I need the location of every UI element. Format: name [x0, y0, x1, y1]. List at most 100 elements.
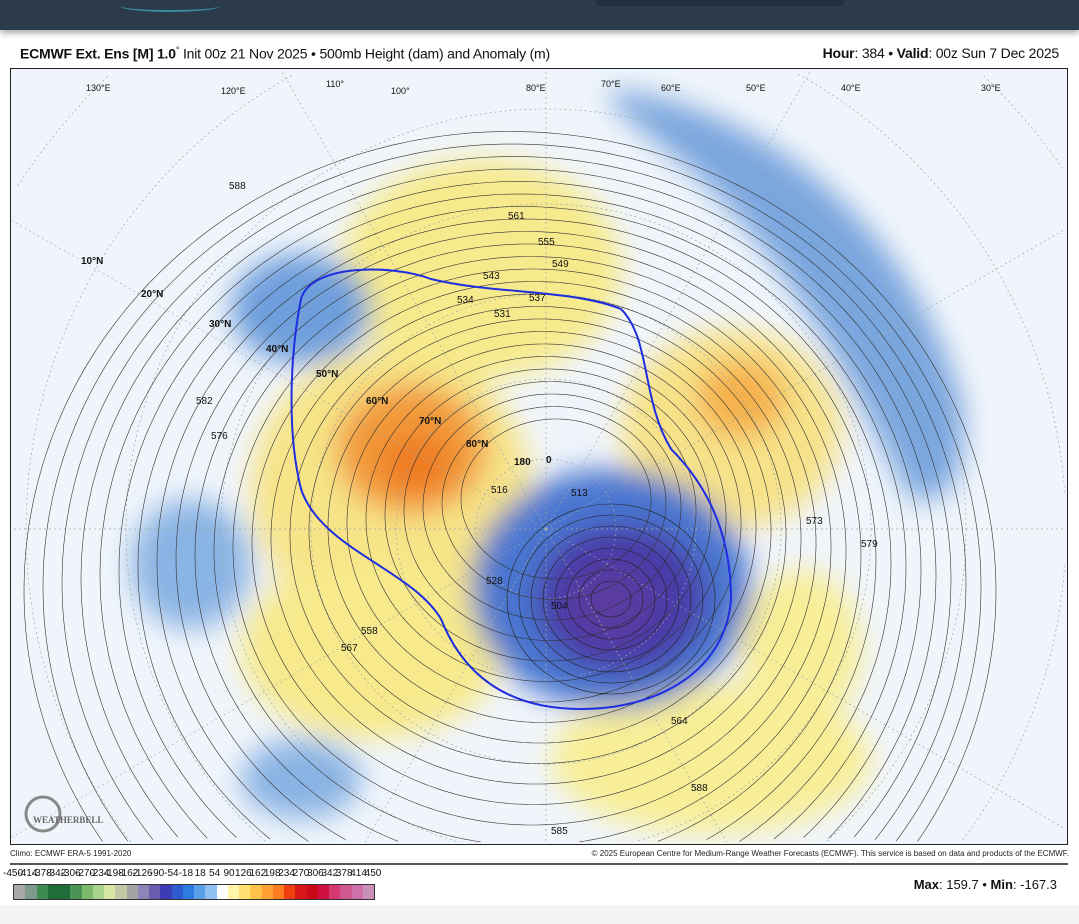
map-labels: 10°N 20°N 30°N 40°N 50°N 60°N 70°N 80°N 130°E 120…	[81, 79, 1001, 837]
low-contour	[518, 514, 704, 684]
latitude-label: 10°N	[81, 256, 103, 267]
latitude-circle	[220, 203, 872, 842]
contour-label: 558	[361, 626, 378, 637]
legend-swatch	[137, 885, 149, 899]
legend-tick: -18	[178, 868, 194, 879]
lat-lon-grid	[11, 69, 1066, 843]
app-logo[interactable]	[120, 0, 220, 12]
legend-swatch	[115, 885, 127, 899]
height-contour	[460, 418, 652, 580]
min-value: : -167.3	[1012, 877, 1057, 892]
legend-tick: 342	[321, 868, 339, 879]
latitude-label: 30°N	[209, 319, 231, 330]
legend-tick: -126	[132, 868, 153, 879]
search-bar[interactable]	[595, 0, 845, 6]
contour-label: 531	[494, 309, 511, 320]
low-contour	[578, 569, 644, 629]
legend-swatch	[239, 885, 251, 899]
max-label: Max	[913, 877, 939, 892]
contour-label: 543	[483, 271, 500, 282]
legend-swatch	[317, 885, 329, 899]
low-contour	[554, 547, 668, 651]
height-contour	[289, 306, 787, 764]
legend-swatch	[194, 885, 206, 899]
color-legend-bar	[13, 884, 375, 900]
latitude-label: 70°N	[419, 416, 441, 427]
longitude-label: 40°E	[841, 83, 861, 93]
low-contour	[590, 580, 632, 618]
legend-tick: -162	[118, 868, 139, 879]
legend-swatch	[216, 885, 228, 899]
legend-swatch	[36, 885, 48, 899]
contour-label: 516	[491, 485, 508, 496]
legend-tick: -90	[149, 868, 165, 879]
anomaly-negative	[131, 499, 251, 629]
height-contour	[175, 231, 877, 840]
legend-tick: 162	[249, 868, 267, 879]
model-title: ECMWF Ext. Ens [M] 1.0° Init 00z 21 Nov …	[20, 45, 550, 62]
height-contour	[327, 331, 757, 723]
legend-tick: 270	[292, 868, 310, 879]
legend-swatch	[329, 885, 341, 899]
legend-swatch	[272, 885, 284, 899]
map-canvas: 10°N 20°N 30°N 40°N 50°N 60°N 70°N 80°N 130°E 120…	[11, 69, 1066, 843]
contour-label: 567	[341, 643, 358, 654]
contour-label: 537	[529, 293, 546, 304]
app-top-bar	[0, 0, 1079, 30]
height-contour	[23, 131, 997, 842]
longitude-label: 120°E	[221, 86, 246, 96]
height-contour	[137, 206, 907, 840]
hour-value: : 384 •	[854, 45, 897, 61]
legend-swatch	[104, 885, 116, 899]
valid-info: Hour: 384 • Valid: 00z Sun 7 Dec 2025	[823, 45, 1060, 61]
legend-tick: -414	[17, 868, 38, 879]
longitude-label: 80°E	[526, 83, 546, 93]
height-contour	[251, 281, 817, 805]
min-label: Min	[990, 877, 1013, 892]
pole-label: 180	[514, 457, 531, 468]
height-contours	[23, 131, 997, 843]
max-value: : 159.7 •	[938, 877, 991, 892]
latitude-circle	[125, 108, 967, 842]
legend-tick: 18	[194, 868, 206, 879]
legend-tick-labels: -450 -414 -378 -342 -306 -270 -234 -198 -162 -126…	[3, 868, 381, 882]
legend-swatch	[70, 885, 82, 899]
bottom-strip	[0, 905, 1079, 924]
weather-map[interactable]: 10°N 20°N 30°N 40°N 50°N 60°N 70°N 80°N 130°E 120…	[10, 68, 1068, 845]
contour-label: 555	[538, 237, 555, 248]
height-contour	[213, 256, 847, 843]
anomaly-positive	[341, 159, 621, 379]
legend-swatch	[149, 885, 161, 899]
legend-tick: -306	[60, 868, 81, 879]
legend-tick: 378	[335, 868, 353, 879]
height-contour	[42, 143, 982, 842]
height-contour	[80, 168, 952, 838]
svg-text:WEATHERBELL: WEATHERBELL	[33, 815, 103, 825]
latitude-label: 80°N	[466, 439, 488, 450]
legend-swatch	[295, 885, 307, 899]
contour-label: 573	[806, 516, 823, 527]
contour-label: 588	[229, 181, 246, 192]
contour-label: 561	[508, 211, 525, 222]
legend-swatch	[92, 885, 104, 899]
latitude-circle	[17, 75, 1063, 187]
legend-swatch	[59, 885, 71, 899]
anomaly-negative-strong	[566, 564, 656, 644]
anomaly-positive	[241, 559, 501, 739]
climo-note: Climo: ECMWF ERA-5 1991-2020	[10, 849, 132, 858]
latitude-circle	[25, 73, 1066, 843]
map-footer: Climo: ECMWF ERA-5 1991-2020 © 2025 Euro…	[10, 849, 1069, 858]
legend-swatch	[340, 885, 352, 899]
pole-label: 0	[546, 455, 552, 466]
longitude-line	[545, 528, 728, 843]
low-contour	[530, 525, 692, 673]
latitude-circle	[310, 293, 782, 765]
longitude-label: 50°E	[746, 83, 766, 93]
legend-tick: -54	[164, 868, 179, 879]
longitude-label: 110°	[326, 79, 344, 89]
low-contour	[542, 536, 680, 662]
height-contour	[194, 243, 862, 842]
height-contour	[61, 156, 967, 840]
valid-value: : 00z Sun 7 Dec 2025	[928, 45, 1059, 61]
climo-contour-line	[290, 268, 733, 711]
